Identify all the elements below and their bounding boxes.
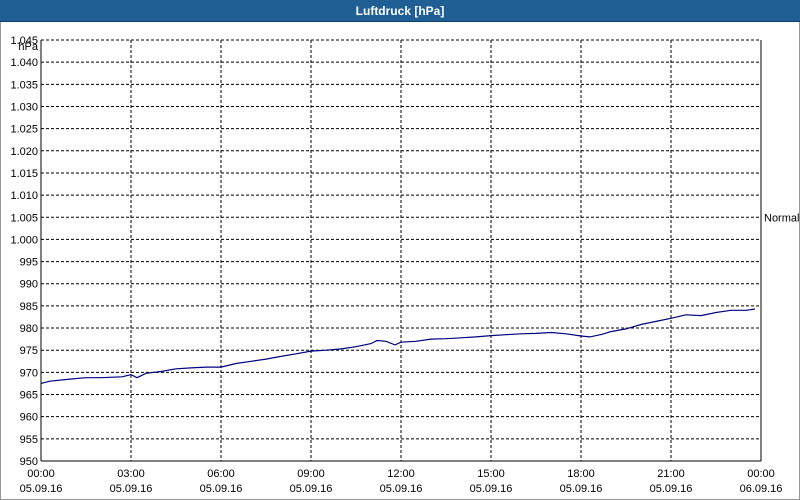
y-tick-label: 960 xyxy=(20,412,38,424)
x-tick-time: 15:00 xyxy=(477,468,505,480)
pressure-series-line xyxy=(40,308,756,384)
x-tick-date: 05.09.16 xyxy=(560,483,603,495)
reference-label-normal: Normal xyxy=(764,212,799,224)
y-tick-label: 1.045 xyxy=(10,35,38,47)
x-tick-time: 12:00 xyxy=(387,468,415,480)
x-tick-date: 05.09.16 xyxy=(470,483,513,495)
y-tick-label: 985 xyxy=(20,301,38,313)
y-tick-label: 975 xyxy=(20,345,38,357)
x-tick-date: 06.09.16 xyxy=(740,483,783,495)
x-tick-time: 00:00 xyxy=(27,468,55,480)
y-tick-label: 965 xyxy=(20,390,38,402)
x-tick-time: 18:00 xyxy=(567,468,595,480)
y-tick-label: 1.020 xyxy=(10,146,38,158)
y-tick-label: 980 xyxy=(20,323,38,335)
x-tick-date: 05.09.16 xyxy=(110,483,153,495)
x-tick-date: 05.09.16 xyxy=(20,483,63,495)
x-tick-time: 03:00 xyxy=(117,468,145,480)
y-tick-label: 1.030 xyxy=(10,101,38,113)
title-bar: Luftdruck [hPa] xyxy=(0,0,800,22)
x-tick-time: 09:00 xyxy=(297,468,325,480)
y-tick-label: 1.035 xyxy=(10,79,38,91)
pressure-chart: 950 955 960 965 970 975 980 985 990 995 1.000 1.005… xyxy=(10,35,799,495)
y-tick-label: 990 xyxy=(20,279,38,291)
y-tick-label: 1.040 xyxy=(10,57,38,69)
y-tick-label: 970 xyxy=(20,367,38,379)
x-tick-date: 05.09.16 xyxy=(650,483,693,495)
y-tick-label: 1.010 xyxy=(10,190,38,202)
y-tick-label: 1.015 xyxy=(10,168,38,180)
y-axis-label: hPa xyxy=(18,41,38,53)
chart-title: Luftdruck [hPa] xyxy=(355,4,445,18)
x-tick-time: 21:00 xyxy=(657,468,685,480)
y-tick-label: 1.000 xyxy=(10,234,38,246)
y-tick-label: 1.025 xyxy=(10,124,38,136)
y-tick-label: 950 xyxy=(20,456,38,468)
x-tick-date: 05.09.16 xyxy=(200,483,243,495)
y-tick-label: 955 xyxy=(20,434,38,446)
y-tick-label: 995 xyxy=(20,257,38,269)
chart-frame: 950 955 960 965 970 975 980 985 990 995 1.000 1.005… xyxy=(0,22,800,500)
x-tick-date: 05.09.16 xyxy=(380,483,423,495)
y-tick-label: 1.005 xyxy=(10,212,38,224)
x-tick-time: 06:00 xyxy=(207,468,235,480)
x-tick-date: 05.09.16 xyxy=(290,483,333,495)
x-tick-time: 00:00 xyxy=(747,468,775,480)
